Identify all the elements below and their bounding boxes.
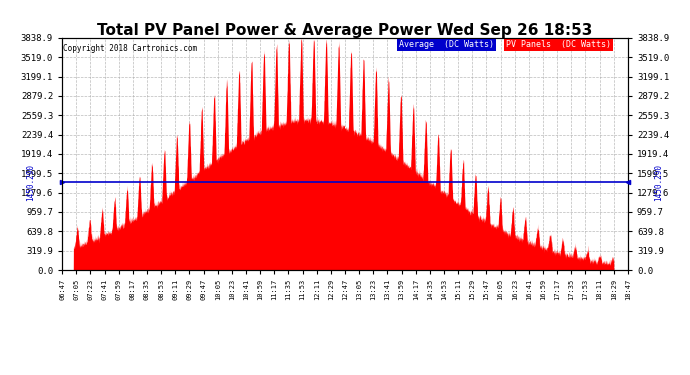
Text: Average  (DC Watts): Average (DC Watts) xyxy=(399,40,494,49)
Text: 1450.290: 1450.290 xyxy=(26,164,35,201)
Text: 1450.290: 1450.290 xyxy=(655,164,664,201)
Title: Total PV Panel Power & Average Power Wed Sep 26 18:53: Total PV Panel Power & Average Power Wed… xyxy=(97,22,593,38)
Text: PV Panels  (DC Watts): PV Panels (DC Watts) xyxy=(506,40,611,49)
Text: Copyright 2018 Cartronics.com: Copyright 2018 Cartronics.com xyxy=(63,45,197,54)
